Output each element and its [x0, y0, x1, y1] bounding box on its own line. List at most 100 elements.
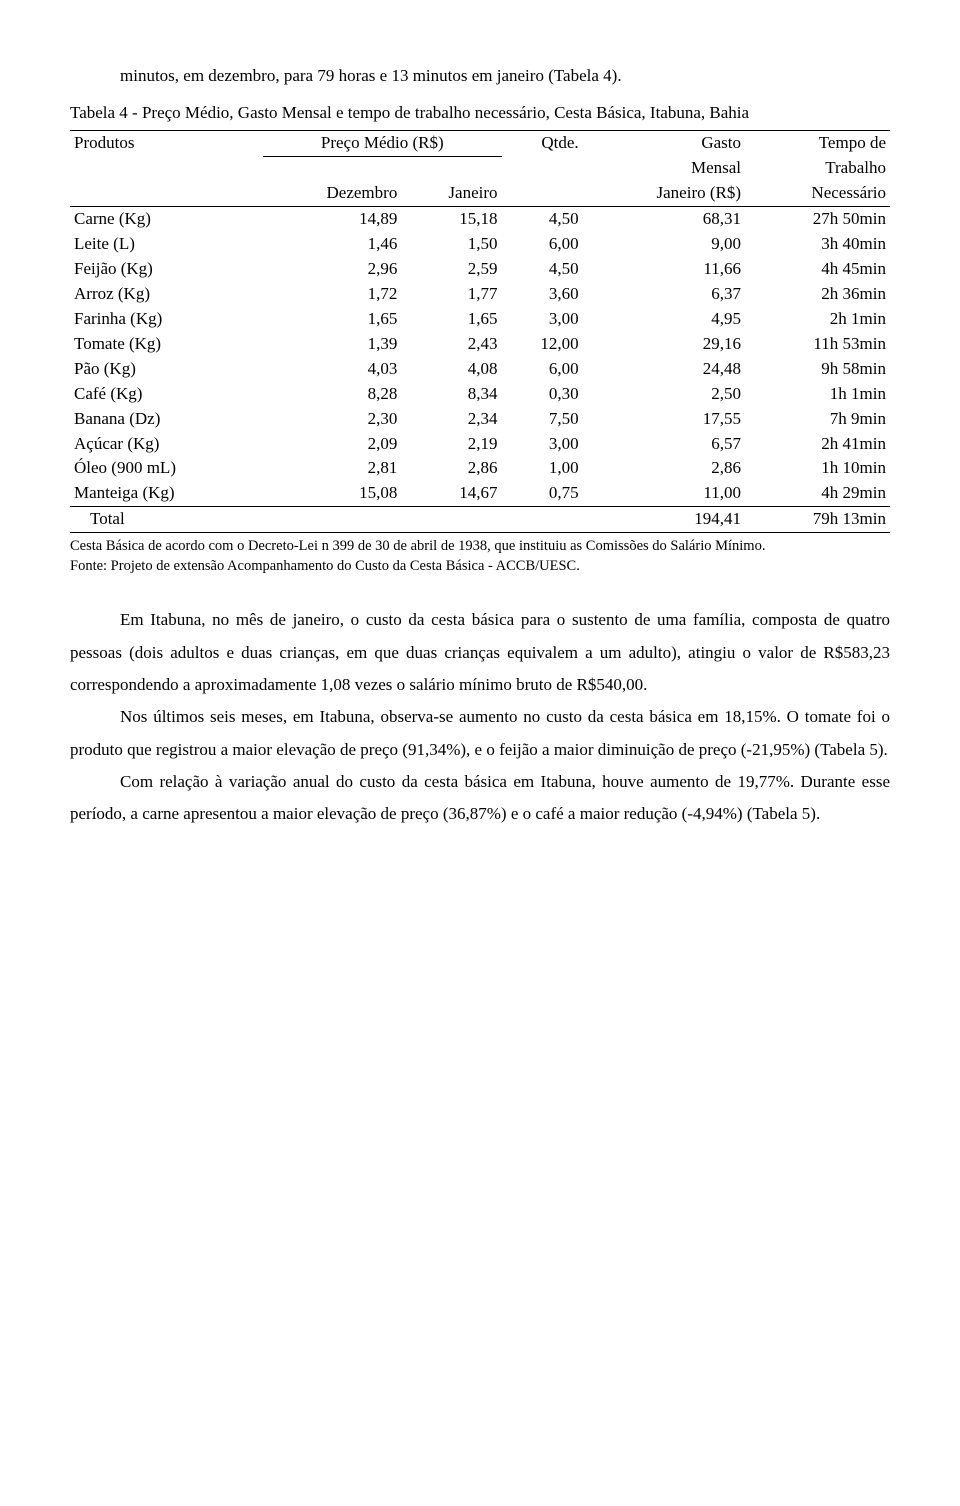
table-footnote: Cesta Básica de acordo com o Decreto-Lei…: [70, 537, 890, 576]
cell-janeiro: 14,67: [401, 481, 501, 506]
col-tempo-1: Tempo de: [745, 130, 890, 156]
col-tempo-3: Necessário: [745, 181, 890, 206]
cell-janeiro: 2,19: [401, 432, 501, 457]
cell-tempo: 4h 29min: [745, 481, 890, 506]
cell-tempo: 2h 1min: [745, 307, 890, 332]
footnote-line-2: Fonte: Projeto de extensão Acompanhament…: [70, 558, 580, 574]
cell-dezembro: 1,46: [263, 232, 401, 257]
cell-gasto: 29,16: [583, 332, 745, 357]
col-gasto-1: Gasto: [583, 130, 745, 156]
cell-janeiro: 2,43: [401, 332, 501, 357]
cell-produto: Açúcar (Kg): [70, 432, 263, 457]
cell-tempo: 3h 40min: [745, 232, 890, 257]
cell-tempo: 2h 41min: [745, 432, 890, 457]
cell-gasto: 2,50: [583, 382, 745, 407]
table-row: Óleo (900 mL)2,812,861,002,861h 10min: [70, 456, 890, 481]
total-gasto: 194,41: [583, 507, 745, 533]
cell-gasto: 4,95: [583, 307, 745, 332]
table-row: Café (Kg)8,288,340,302,501h 1min: [70, 382, 890, 407]
cell-dezembro: 2,09: [263, 432, 401, 457]
cell-tempo: 1h 10min: [745, 456, 890, 481]
col-janeiro: Janeiro: [401, 156, 501, 206]
cell-produto: Carne (Kg): [70, 207, 263, 232]
col-qtde: Qtde.: [502, 130, 583, 206]
cell-produto: Feijão (Kg): [70, 257, 263, 282]
table-row: Manteiga (Kg)15,0814,670,7511,004h 29min: [70, 481, 890, 506]
table-caption: Tabela 4 - Preço Médio, Gasto Mensal e t…: [70, 100, 890, 126]
cell-dezembro: 1,39: [263, 332, 401, 357]
cell-qtde: 4,50: [502, 257, 583, 282]
cell-dezembro: 4,03: [263, 357, 401, 382]
cell-qtde: 3,60: [502, 282, 583, 307]
cell-produto: Óleo (900 mL): [70, 456, 263, 481]
table-row: Banana (Dz)2,302,347,5017,557h 9min: [70, 407, 890, 432]
cell-tempo: 2h 36min: [745, 282, 890, 307]
col-dezembro: Dezembro: [263, 156, 401, 206]
cell-dezembro: 2,30: [263, 407, 401, 432]
cell-tempo: 4h 45min: [745, 257, 890, 282]
table-row: Leite (L)1,461,506,009,003h 40min: [70, 232, 890, 257]
cell-produto: Leite (L): [70, 232, 263, 257]
col-gasto-2: Mensal: [583, 156, 745, 181]
cell-dezembro: 1,65: [263, 307, 401, 332]
cell-produto: Pão (Kg): [70, 357, 263, 382]
cell-qtde: 0,75: [502, 481, 583, 506]
cell-gasto: 17,55: [583, 407, 745, 432]
table-row: Carne (Kg)14,8915,184,5068,3127h 50min: [70, 207, 890, 232]
cell-qtde: 6,00: [502, 232, 583, 257]
table-row: Pão (Kg)4,034,086,0024,489h 58min: [70, 357, 890, 382]
cell-qtde: 3,00: [502, 307, 583, 332]
cell-dezembro: 2,96: [263, 257, 401, 282]
cell-janeiro: 1,50: [401, 232, 501, 257]
table-row: Feijão (Kg)2,962,594,5011,664h 45min: [70, 257, 890, 282]
cell-gasto: 68,31: [583, 207, 745, 232]
cell-gasto: 6,57: [583, 432, 745, 457]
cell-gasto: 24,48: [583, 357, 745, 382]
body-paragraph-3: Com relação à variação anual do custo da…: [70, 766, 890, 831]
cell-dezembro: 14,89: [263, 207, 401, 232]
cell-dezembro: 15,08: [263, 481, 401, 506]
cell-janeiro: 2,86: [401, 456, 501, 481]
cell-qtde: 7,50: [502, 407, 583, 432]
cell-produto: Arroz (Kg): [70, 282, 263, 307]
cell-tempo: 11h 53min: [745, 332, 890, 357]
body-paragraph-2: Nos últimos seis meses, em Itabuna, obse…: [70, 701, 890, 766]
cell-tempo: 7h 9min: [745, 407, 890, 432]
col-gasto-3: Janeiro (R$): [583, 181, 745, 206]
body-paragraph-1: Em Itabuna, no mês de janeiro, o custo d…: [70, 604, 890, 701]
total-tempo: 79h 13min: [745, 507, 890, 533]
table-row: Arroz (Kg)1,721,773,606,372h 36min: [70, 282, 890, 307]
cell-janeiro: 4,08: [401, 357, 501, 382]
col-tempo-2: Trabalho: [745, 156, 890, 181]
cell-produto: Tomate (Kg): [70, 332, 263, 357]
total-label: Total: [70, 507, 263, 533]
cell-tempo: 9h 58min: [745, 357, 890, 382]
cell-produto: Banana (Dz): [70, 407, 263, 432]
cell-gasto: 11,66: [583, 257, 745, 282]
cell-dezembro: 8,28: [263, 382, 401, 407]
cell-produto: Café (Kg): [70, 382, 263, 407]
cell-janeiro: 2,34: [401, 407, 501, 432]
cell-qtde: 4,50: [502, 207, 583, 232]
intro-paragraph: minutos, em dezembro, para 79 horas e 13…: [70, 60, 890, 92]
cell-dezembro: 2,81: [263, 456, 401, 481]
cell-janeiro: 2,59: [401, 257, 501, 282]
cell-janeiro: 15,18: [401, 207, 501, 232]
cell-qtde: 1,00: [502, 456, 583, 481]
cell-gasto: 11,00: [583, 481, 745, 506]
cell-gasto: 6,37: [583, 282, 745, 307]
cell-janeiro: 8,34: [401, 382, 501, 407]
cell-janeiro: 1,77: [401, 282, 501, 307]
col-produtos: Produtos: [70, 130, 263, 206]
cell-produto: Farinha (Kg): [70, 307, 263, 332]
table-row: Farinha (Kg)1,651,653,004,952h 1min: [70, 307, 890, 332]
cell-produto: Manteiga (Kg): [70, 481, 263, 506]
footnote-line-1: Cesta Básica de acordo com o Decreto-Lei…: [70, 538, 765, 554]
col-preco-medio: Preço Médio (R$): [263, 130, 502, 156]
cell-gasto: 2,86: [583, 456, 745, 481]
cell-gasto: 9,00: [583, 232, 745, 257]
cell-tempo: 27h 50min: [745, 207, 890, 232]
table-row: Tomate (Kg)1,392,4312,0029,1611h 53min: [70, 332, 890, 357]
cell-tempo: 1h 1min: [745, 382, 890, 407]
cell-qtde: 3,00: [502, 432, 583, 457]
